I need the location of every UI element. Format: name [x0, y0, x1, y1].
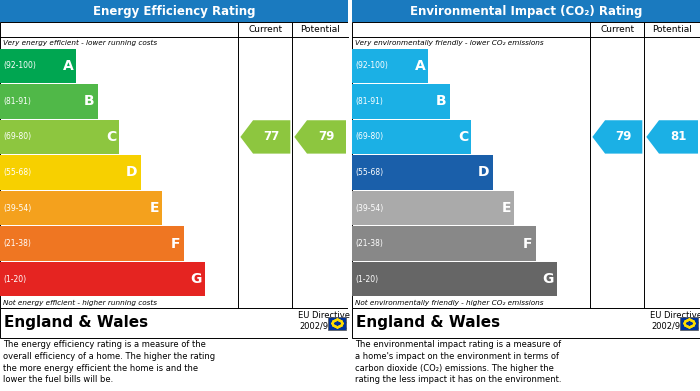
- Bar: [352, 226, 536, 261]
- Text: D: D: [478, 165, 489, 179]
- Text: Not environmentally friendly - higher CO₂ emissions: Not environmentally friendly - higher CO…: [355, 300, 543, 305]
- Bar: [0, 22, 348, 308]
- Bar: [328, 316, 346, 330]
- Text: 77: 77: [264, 131, 280, 143]
- Text: A: A: [414, 59, 426, 73]
- Text: D: D: [126, 165, 138, 179]
- Text: (39-54): (39-54): [3, 204, 31, 213]
- Bar: [348, 0, 352, 391]
- Text: C: C: [106, 130, 116, 144]
- Bar: [0, 191, 162, 225]
- Bar: [352, 191, 514, 225]
- Text: 79: 79: [615, 131, 632, 143]
- Text: (21-38): (21-38): [3, 239, 31, 248]
- Bar: [0, 0, 348, 22]
- Bar: [0, 48, 76, 83]
- Text: (55-68): (55-68): [355, 168, 383, 177]
- Text: B: B: [436, 94, 447, 108]
- Text: EU Directive
2002/91/EC: EU Directive 2002/91/EC: [650, 311, 700, 331]
- Text: 81: 81: [671, 131, 687, 143]
- Text: E: E: [150, 201, 159, 215]
- Bar: [352, 308, 700, 338]
- Text: England & Wales: England & Wales: [4, 316, 148, 330]
- Text: (92-100): (92-100): [3, 61, 36, 70]
- Bar: [0, 262, 205, 296]
- Text: (1-20): (1-20): [3, 275, 26, 284]
- Bar: [352, 84, 449, 118]
- Text: (69-80): (69-80): [355, 133, 383, 142]
- Bar: [352, 120, 471, 154]
- Bar: [0, 84, 98, 118]
- Bar: [0, 226, 183, 261]
- Bar: [0, 155, 141, 190]
- Polygon shape: [592, 120, 643, 154]
- Text: B: B: [84, 94, 95, 108]
- Text: 79: 79: [318, 131, 335, 143]
- Text: Potential: Potential: [652, 25, 692, 34]
- Text: E: E: [502, 201, 511, 215]
- Text: Potential: Potential: [300, 25, 340, 34]
- Text: (39-54): (39-54): [355, 204, 384, 213]
- Text: (1-20): (1-20): [355, 275, 378, 284]
- Bar: [352, 48, 428, 83]
- Text: Very energy efficient - lower running costs: Very energy efficient - lower running co…: [3, 39, 157, 46]
- Text: F: F: [171, 237, 181, 251]
- Text: (81-91): (81-91): [355, 97, 383, 106]
- Text: F: F: [523, 237, 533, 251]
- Text: Very environmentally friendly - lower CO₂ emissions: Very environmentally friendly - lower CO…: [355, 39, 544, 46]
- Bar: [352, 22, 700, 308]
- Text: Current: Current: [601, 25, 634, 34]
- Polygon shape: [646, 120, 698, 154]
- Text: (21-38): (21-38): [355, 239, 383, 248]
- Text: G: G: [190, 272, 202, 286]
- Bar: [352, 155, 493, 190]
- Polygon shape: [240, 120, 290, 154]
- Bar: [352, 262, 557, 296]
- Text: A: A: [62, 59, 74, 73]
- Bar: [0, 308, 348, 338]
- Bar: [0, 120, 119, 154]
- Text: (69-80): (69-80): [3, 133, 31, 142]
- Text: C: C: [458, 130, 468, 144]
- Bar: [352, 0, 700, 22]
- Text: The environmental impact rating is a measure of
a home's impact on the environme: The environmental impact rating is a mea…: [355, 340, 561, 384]
- Polygon shape: [294, 120, 346, 154]
- Text: EU Directive
2002/91/EC: EU Directive 2002/91/EC: [298, 311, 350, 331]
- Text: Not energy efficient - higher running costs: Not energy efficient - higher running co…: [3, 300, 157, 305]
- Text: G: G: [542, 272, 554, 286]
- Text: (92-100): (92-100): [355, 61, 388, 70]
- Text: Energy Efficiency Rating: Energy Efficiency Rating: [92, 5, 256, 18]
- Text: Current: Current: [248, 25, 282, 34]
- Text: (81-91): (81-91): [3, 97, 31, 106]
- Text: (55-68): (55-68): [3, 168, 31, 177]
- Text: Environmental Impact (CO₂) Rating: Environmental Impact (CO₂) Rating: [410, 5, 642, 18]
- Bar: [680, 316, 698, 330]
- Text: The energy efficiency rating is a measure of the
overall efficiency of a home. T: The energy efficiency rating is a measur…: [3, 340, 215, 384]
- Text: England & Wales: England & Wales: [356, 316, 500, 330]
